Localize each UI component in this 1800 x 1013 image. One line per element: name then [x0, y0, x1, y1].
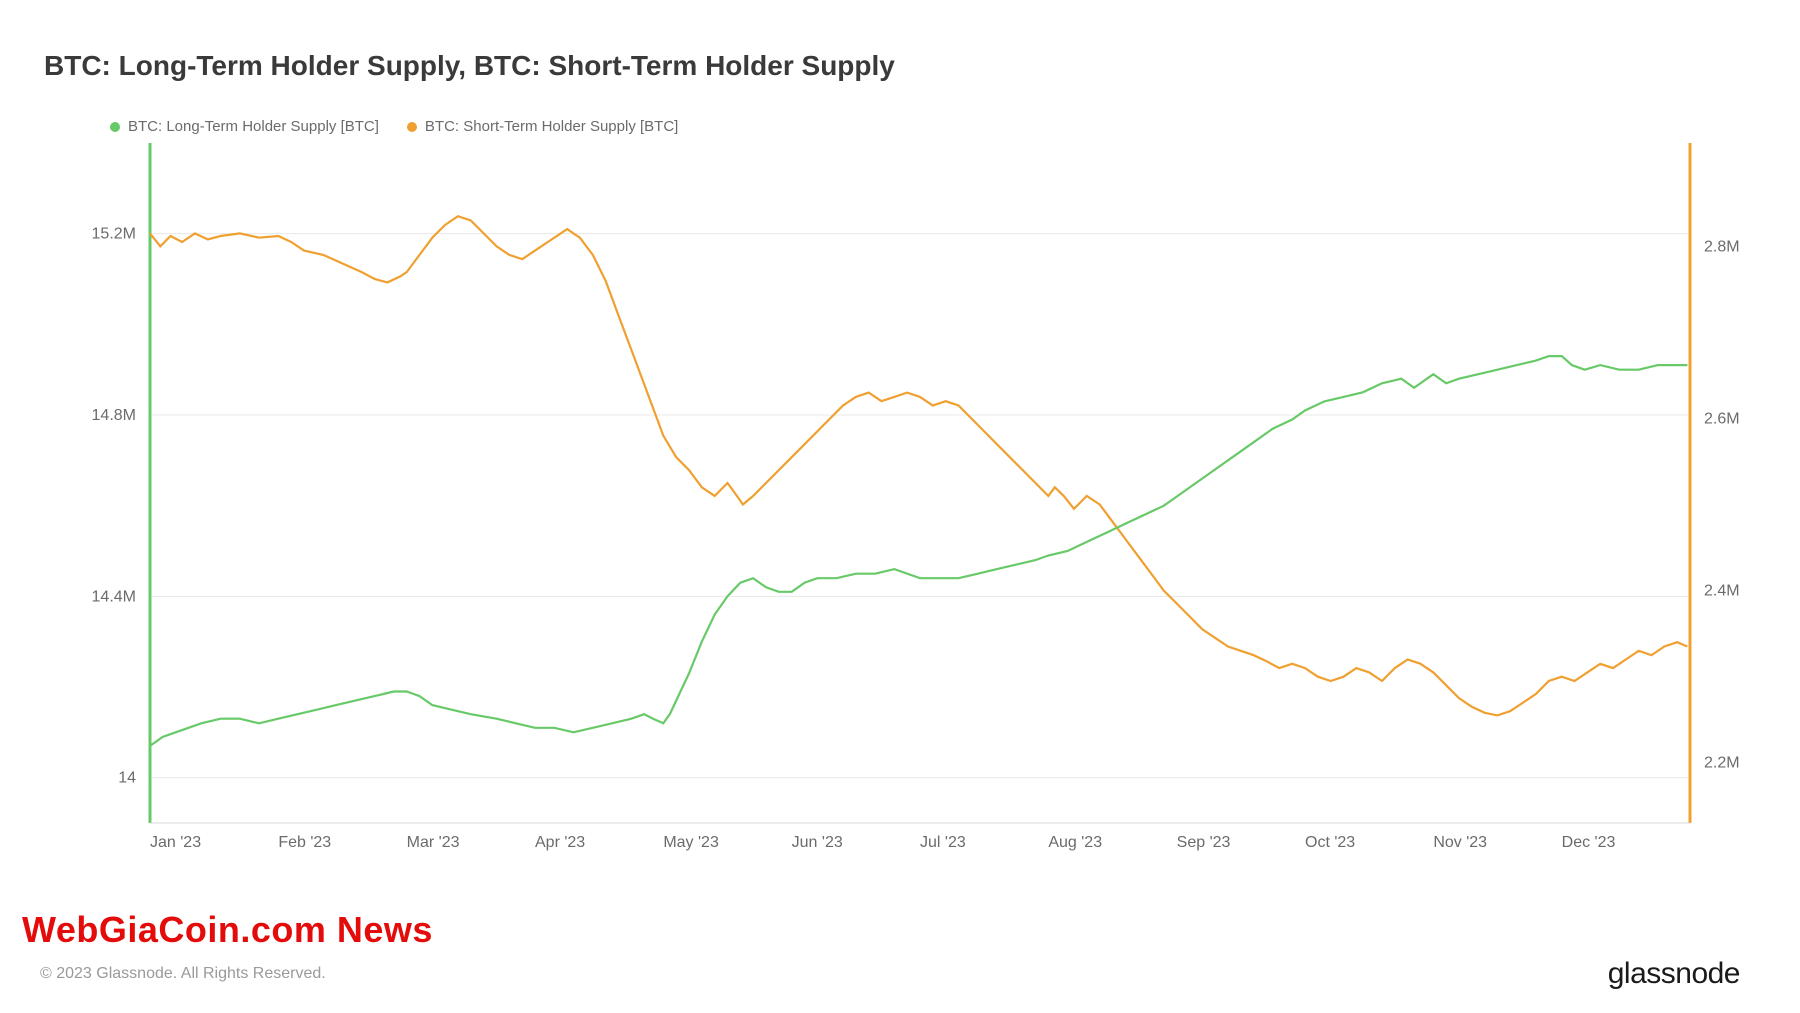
svg-text:Jul '23: Jul '23	[920, 834, 966, 851]
svg-text:Nov '23: Nov '23	[1433, 834, 1487, 851]
legend-item-lth: BTC: Long-Term Holder Supply [BTC]	[110, 118, 379, 135]
svg-text:14.8M: 14.8M	[92, 407, 136, 424]
legend-item-sth: BTC: Short-Term Holder Supply [BTC]	[407, 118, 678, 135]
chart-plot-area: 14 14.4M 14.8M 15.2M 2.2M 2.4M 2.6M 2.8M Jan '23…	[40, 143, 1740, 873]
svg-text:Mar '23: Mar '23	[407, 834, 460, 851]
watermark-text: WebGiaCoin.com News	[22, 909, 433, 951]
chart-svg: 14 14.4M 14.8M 15.2M 2.2M 2.4M 2.6M 2.8M Jan '23…	[40, 143, 1760, 873]
svg-text:Jun '23: Jun '23	[792, 834, 843, 851]
svg-text:2.8M: 2.8M	[1704, 238, 1740, 255]
svg-text:Apr '23: Apr '23	[535, 834, 585, 851]
legend-label-lth: BTC: Long-Term Holder Supply [BTC]	[128, 118, 379, 135]
svg-text:2.6M: 2.6M	[1704, 410, 1740, 427]
svg-text:Oct '23: Oct '23	[1305, 834, 1355, 851]
brand-logo-text: glassnode	[1608, 957, 1740, 991]
svg-text:Aug '23: Aug '23	[1048, 834, 1102, 851]
svg-text:15.2M: 15.2M	[92, 226, 136, 243]
svg-text:May '23: May '23	[663, 834, 719, 851]
copyright-text: © 2023 Glassnode. All Rights Reserved.	[40, 965, 326, 983]
svg-text:Feb '23: Feb '23	[278, 834, 331, 851]
svg-text:2.4M: 2.4M	[1704, 583, 1740, 600]
svg-text:14.4M: 14.4M	[92, 588, 136, 605]
svg-text:Dec '23: Dec '23	[1562, 834, 1616, 851]
svg-text:14: 14	[118, 770, 136, 787]
chart-container: BTC: Long-Term Holder Supply, BTC: Short…	[0, 0, 1800, 1013]
chart-title: BTC: Long-Term Holder Supply, BTC: Short…	[44, 50, 1740, 82]
series-sth	[150, 216, 1687, 715]
legend-dot-lth	[110, 122, 120, 132]
legend: BTC: Long-Term Holder Supply [BTC] BTC: …	[110, 118, 1740, 135]
svg-text:Sep '23: Sep '23	[1177, 834, 1231, 851]
svg-text:2.2M: 2.2M	[1704, 755, 1740, 772]
legend-label-sth: BTC: Short-Term Holder Supply [BTC]	[425, 118, 678, 135]
svg-text:Jan '23: Jan '23	[150, 834, 201, 851]
legend-dot-sth	[407, 122, 417, 132]
